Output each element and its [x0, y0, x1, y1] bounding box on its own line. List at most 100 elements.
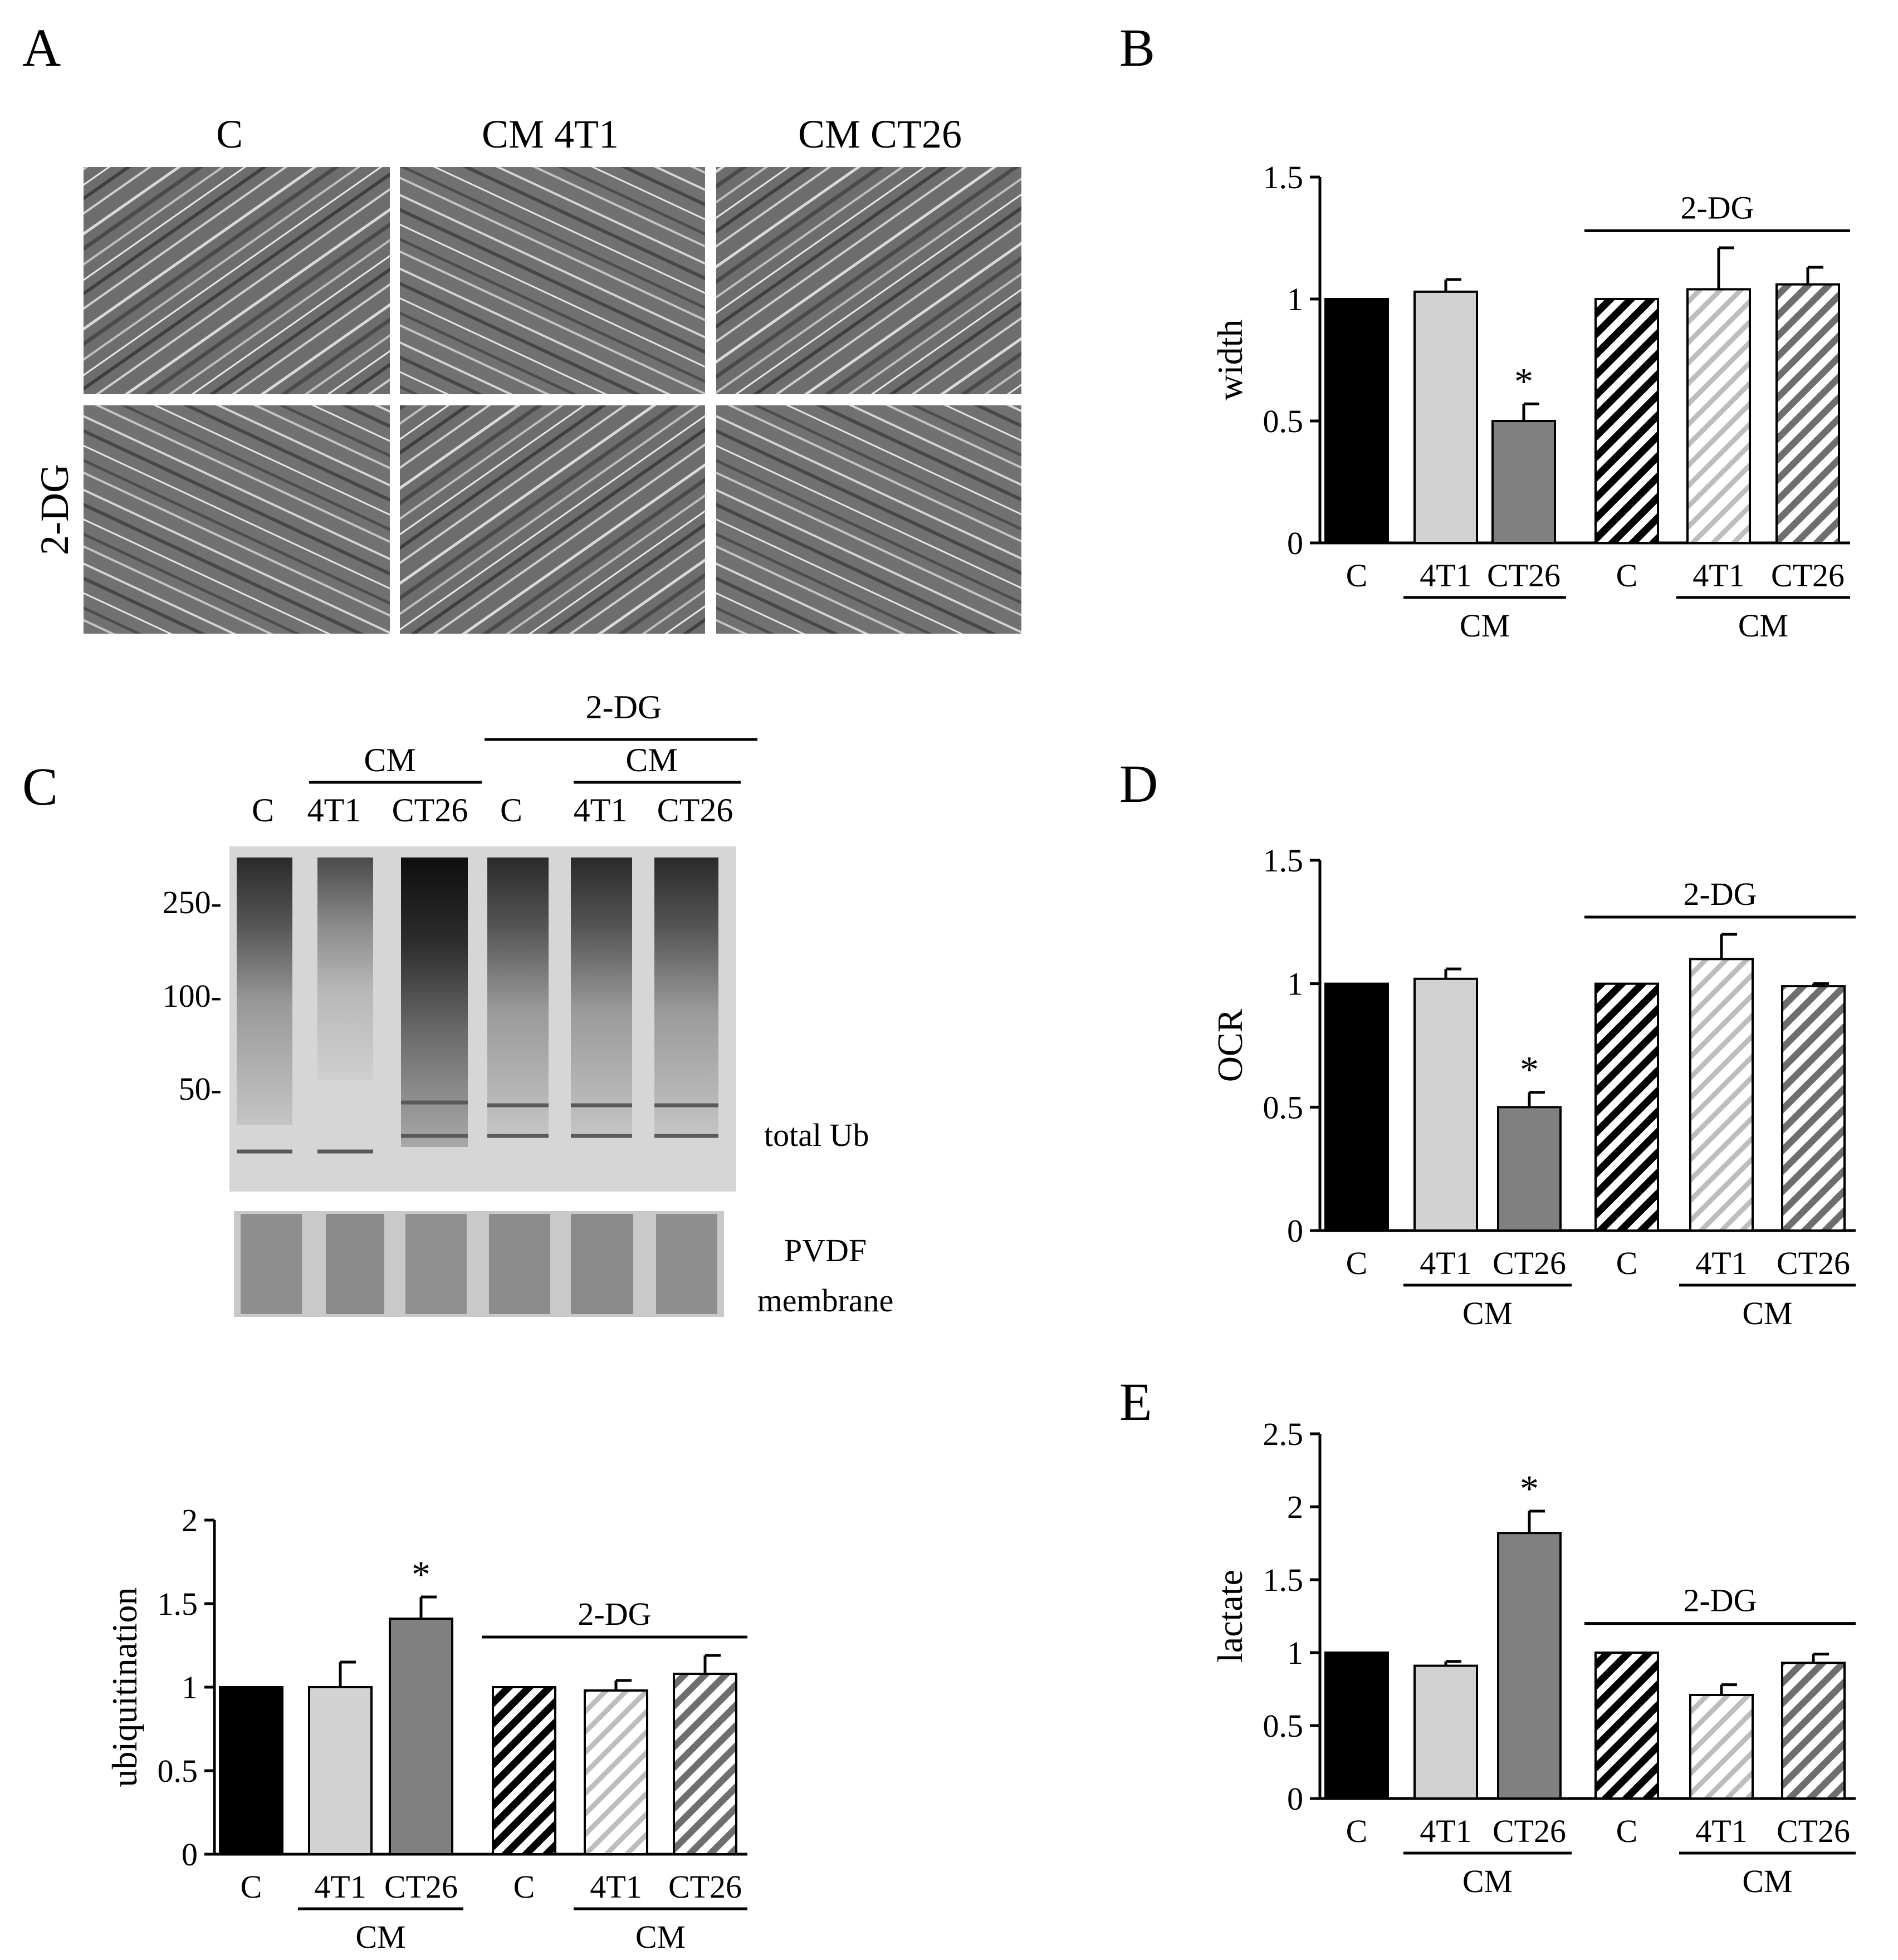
blot-header-2dg: 2-DG	[586, 689, 662, 726]
blot-marker-50: 50-	[179, 1071, 222, 1107]
panel-letter-d: D	[1119, 754, 1158, 814]
y-tick-label: 1	[182, 1669, 198, 1706]
blot-lane	[237, 857, 292, 1125]
blot-lane-label: C	[500, 792, 522, 829]
western-blot-pvdf: PVDF membrane	[234, 1211, 893, 1319]
blot-lane	[401, 857, 468, 1147]
significance-marker: *	[412, 1553, 431, 1595]
blot-lane-label: C	[252, 792, 274, 829]
x-category-label: C	[241, 1869, 262, 1905]
y-tick-label: 0	[1287, 525, 1303, 561]
x-category-label: CT26	[1777, 1245, 1850, 1281]
blot-marker-250: 250-	[163, 884, 222, 920]
y-axis-label: ubiquitination	[105, 1587, 144, 1787]
group-label: CM	[1462, 1863, 1513, 1899]
group-label: CM	[635, 1919, 686, 1955]
significance-marker: *	[1520, 1467, 1539, 1510]
bar	[1594, 1652, 1659, 1800]
bar	[492, 1686, 556, 1855]
bar	[584, 1689, 648, 1855]
x-category-label: 4T1	[1692, 557, 1744, 594]
y-tick-label: 0	[182, 1836, 198, 1873]
blot-lane	[654, 857, 718, 1136]
y-tick-label: 0.5	[158, 1753, 198, 1789]
group-label: CM	[355, 1919, 405, 1955]
chart-width: 0 0.5 1 1.5 width C 4T1 * CT26 C 4T1 CT26 CM CM 2-DG	[1210, 159, 1850, 644]
y-tick-label: 2	[1287, 1489, 1303, 1525]
x-category-label: C	[1616, 1813, 1638, 1849]
y-tick-label: 2.5	[1263, 1416, 1304, 1452]
blot-label-pvdf: PVDF	[784, 1232, 867, 1268]
group-label: CM	[1462, 1295, 1513, 1331]
bar	[1497, 1532, 1562, 1800]
x-category-label: 4T1	[1420, 1813, 1471, 1849]
bar	[219, 1686, 283, 1855]
blot-header: 2-DG CM CM C 4T1 CT26 C 4T1 CT26	[252, 689, 757, 829]
x-category-label: C	[1346, 1813, 1368, 1849]
chart-ubiquitination: 0 0.5 1 1.5 2 ubiquitination C 4T1 * CT26 C 4T1 CT26…	[105, 1502, 747, 1955]
pvdf-lane	[241, 1214, 302, 1314]
x-category-label: C	[513, 1869, 535, 1905]
bar	[1775, 283, 1840, 544]
blot-header-cm-right: CM	[625, 742, 677, 778]
x-category-label: CT26	[384, 1869, 458, 1905]
chart-lactate: 0 0.5 1 1.5 2 2.5 lactate C 4T1 * CT26 C 4T1 CT26 CM CM…	[1210, 1416, 1856, 1899]
blot-header-cm-left: CM	[364, 742, 415, 778]
micrograph-2dg-cm-4t1	[400, 405, 705, 634]
y-axis-label: lactate	[1210, 1570, 1250, 1663]
blot-lane	[571, 857, 632, 1136]
x-category-label: CT26	[668, 1869, 742, 1905]
y-tick-label: 0.5	[1263, 1089, 1304, 1125]
y-axis-label: OCR	[1210, 1008, 1250, 1082]
bar	[1594, 298, 1659, 544]
group-label: CM	[1742, 1863, 1792, 1899]
x-category-label: C	[1346, 557, 1368, 594]
y-tick-label: 0	[1287, 1781, 1303, 1817]
x-category-label: CT26	[1487, 557, 1561, 594]
bar	[1324, 298, 1389, 544]
pvdf-lane	[571, 1214, 633, 1314]
y-tick-label: 1.5	[158, 1586, 198, 1622]
bar	[1497, 1106, 1562, 1232]
x-category-label: CT26	[1493, 1813, 1566, 1849]
chart-ocr: 0 0.5 1 1.5 OCR C 4T1 * CT26 C 4T1 CT26 CM CM 2-DG	[1210, 842, 1856, 1331]
micrograph-cm-4t1	[400, 167, 705, 394]
blot-lane	[487, 857, 549, 1136]
group-label: CM	[1460, 607, 1510, 644]
micrograph-2dg-cm-ct26	[716, 405, 1021, 634]
bar	[1491, 420, 1556, 544]
bar	[1689, 958, 1754, 1232]
x-category-label: C	[1616, 1245, 1638, 1281]
pvdf-lane	[489, 1214, 550, 1314]
micrograph-col-label-c: C	[216, 112, 243, 156]
blot-label-membrane: membrane	[757, 1282, 894, 1319]
x-category-label: CT26	[1771, 557, 1845, 594]
blot-marker-100: 100-	[163, 978, 222, 1014]
panel-letter-a: A	[22, 18, 61, 77]
bar	[1594, 982, 1659, 1232]
y-tick-label: 0.5	[1263, 1708, 1304, 1744]
x-category-label: 4T1	[1695, 1813, 1747, 1849]
blot-lane-label: CT26	[657, 792, 733, 829]
significance-marker: *	[1514, 360, 1533, 402]
y-tick-label: 1	[1287, 281, 1303, 317]
pvdf-lane	[326, 1214, 384, 1314]
group-label: CM	[1742, 1295, 1792, 1331]
x-category-label: 4T1	[1420, 1245, 1471, 1281]
y-axis-label: width	[1210, 320, 1250, 401]
bar	[308, 1686, 373, 1855]
y-tick-label: 0	[1287, 1213, 1303, 1249]
bar	[389, 1618, 453, 1855]
micrograph-c	[84, 167, 390, 394]
bar	[1781, 985, 1846, 1232]
x-category-label: 4T1	[1420, 557, 1471, 594]
blot-label-total-ub: total Ub	[764, 1117, 869, 1153]
blot-lane-label: 4T1	[307, 792, 361, 829]
pvdf-lane	[405, 1214, 467, 1314]
panel-letter-b: B	[1119, 18, 1155, 77]
bar	[673, 1673, 737, 1855]
micrograph-cm-ct26	[716, 167, 1021, 394]
western-blot-total-ub: 250- 100- 50- total Ub	[163, 846, 869, 1192]
y-tick-label: 1	[1287, 1635, 1303, 1671]
